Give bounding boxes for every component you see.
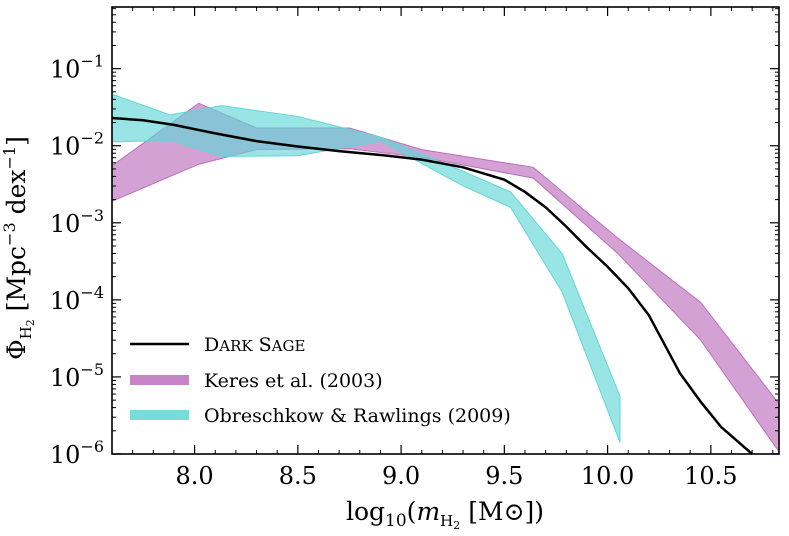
y-axis-label: ΦH2 [Mpc−3 dex−1] bbox=[0, 136, 37, 360]
x-tick-label: 10.0 bbox=[581, 462, 634, 490]
y-tick-label: 10−6 bbox=[50, 437, 104, 469]
y-tick-label: 10−3 bbox=[50, 206, 104, 238]
lines-layer bbox=[111, 116, 753, 455]
x-tick-label: 9.5 bbox=[485, 462, 523, 490]
ticks-layer bbox=[112, 7, 779, 455]
x-tick-label: 10.5 bbox=[684, 462, 737, 490]
y-tick-label: 10−2 bbox=[50, 129, 104, 161]
tick-labels-layer: 8.0 8.5 9.0 9.5 10.0 10.5 10−1 10−2 10−3 10−4 10−5… bbox=[50, 52, 738, 490]
y-tick-label: 10−1 bbox=[50, 52, 104, 84]
x-tick-label: 8.5 bbox=[279, 462, 317, 490]
y-tick-label: 10−5 bbox=[50, 360, 104, 392]
y-tick-label: 10−4 bbox=[50, 283, 104, 315]
legend-label-obreschkow: Obreschkow & Rawlings (2009) bbox=[204, 405, 511, 427]
legend: DARK SAGE Keres et al. (2003) Obreschkow… bbox=[130, 334, 511, 427]
x-tick-label: 9.0 bbox=[382, 462, 420, 490]
band-keres-et-al-2003 bbox=[111, 102, 780, 454]
x-tick-label: 8.0 bbox=[176, 462, 214, 490]
legend-label-dark-sage: DARK SAGE bbox=[204, 334, 305, 356]
bands-layer bbox=[111, 93, 780, 454]
legend-label-keres: Keres et al. (2003) bbox=[204, 370, 383, 392]
legend-swatch-obreschkow bbox=[130, 410, 189, 420]
x-axis-label: log10(mH2 [M⊙]) bbox=[346, 497, 544, 532]
band-obreschkow-rawlings-2009 bbox=[111, 93, 621, 443]
legend-swatch-keres bbox=[130, 375, 189, 385]
line-dark-sage bbox=[111, 116, 753, 455]
